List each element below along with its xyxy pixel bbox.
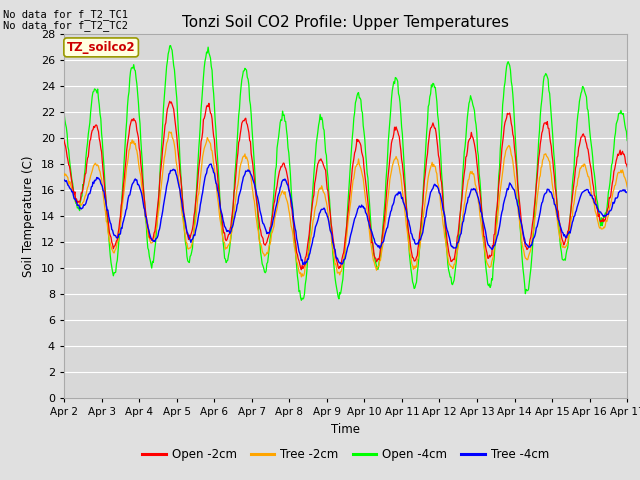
X-axis label: Time: Time — [331, 423, 360, 436]
Title: Tonzi Soil CO2 Profile: Upper Temperatures: Tonzi Soil CO2 Profile: Upper Temperatur… — [182, 15, 509, 30]
Legend: Open -2cm, Tree -2cm, Open -4cm, Tree -4cm: Open -2cm, Tree -2cm, Open -4cm, Tree -4… — [138, 443, 554, 466]
Text: No data for f_T2_TC2: No data for f_T2_TC2 — [3, 20, 128, 31]
Text: TZ_soilco2: TZ_soilco2 — [67, 41, 136, 54]
Y-axis label: Soil Temperature (C): Soil Temperature (C) — [22, 155, 35, 277]
Text: No data for f_T2_TC1: No data for f_T2_TC1 — [3, 9, 128, 20]
